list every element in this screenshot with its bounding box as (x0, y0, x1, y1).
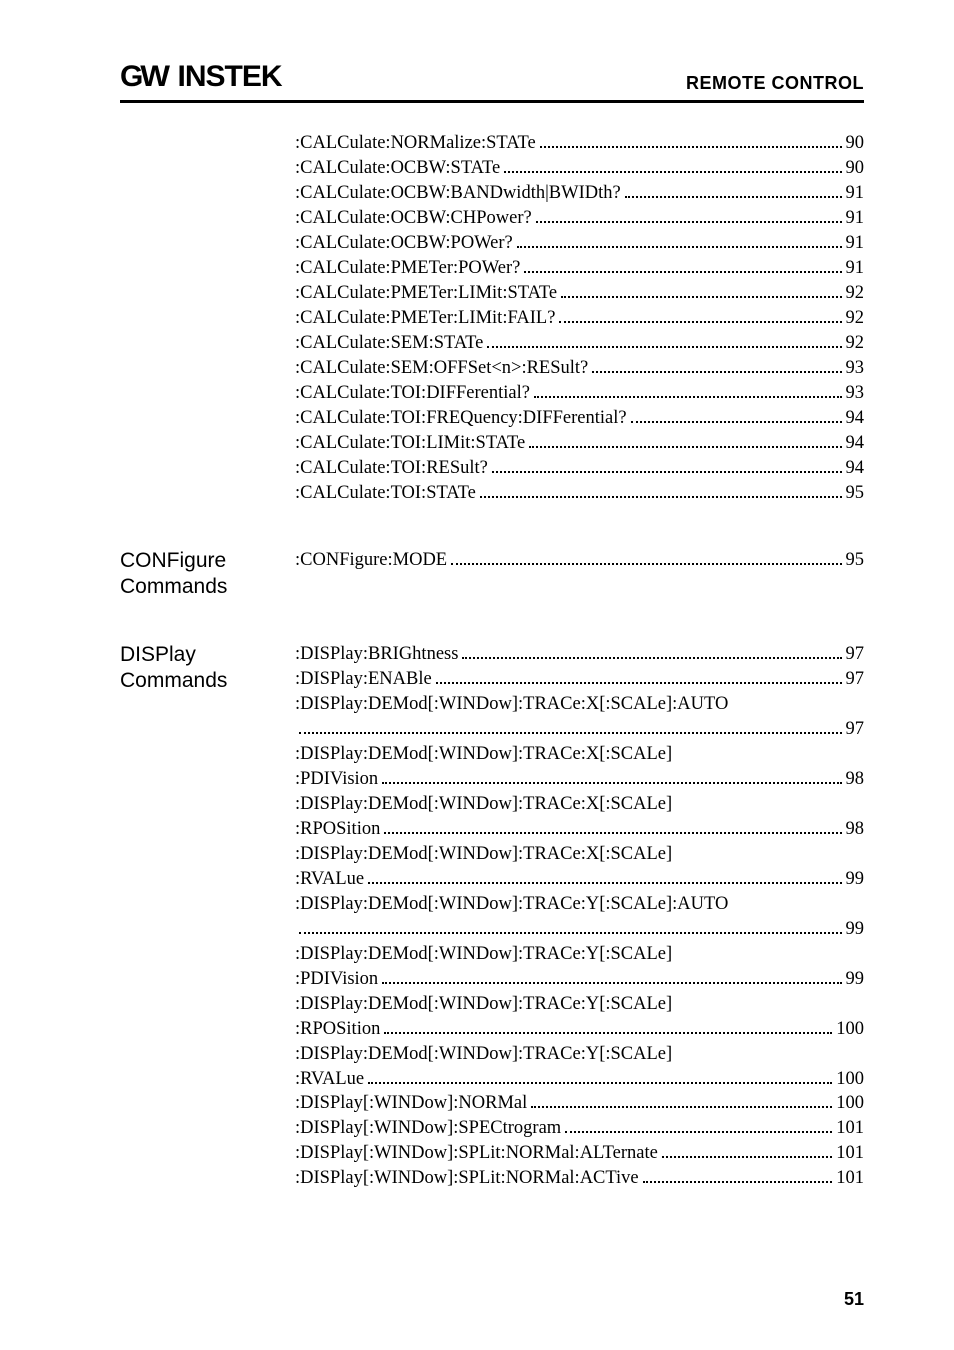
toc-entry-cont: :RVALue100 (295, 1067, 864, 1092)
toc-entry: :DISPlay:DEMod[:WINDow]:TRACe:Y[:SCALe] (295, 992, 864, 1017)
page-number: 51 (844, 1289, 864, 1310)
toc-entry-dots: 99 (295, 917, 864, 942)
toc-entry: :CALCulate:TOI:DIFFerential?93 (295, 381, 864, 406)
toc-block: :CALCulate:NORMalize:STATe90:CALCulate:O… (120, 131, 864, 506)
toc-block: CONFigureCommands:CONFigure:MODE95 (120, 548, 864, 601)
toc-entry: :DISPlay:DEMod[:WINDow]:TRACe:X[:SCALe] (295, 742, 864, 767)
toc-entry-cont: :PDIVision98 (295, 767, 864, 792)
toc-entry-cont: :RPOSition98 (295, 817, 864, 842)
toc-entry: :DISPlay[:WINDow]:NORMal100 (295, 1091, 864, 1116)
toc-entry: :CALCulate:NORMalize:STATe90 (295, 131, 864, 156)
toc-entry: :CALCulate:OCBW:BANDwidth|BWIDth?91 (295, 181, 864, 206)
toc-entry: :CALCulate:TOI:RESult?94 (295, 456, 864, 481)
toc-entry: :CALCulate:TOI:LIMit:STATe94 (295, 431, 864, 456)
toc-entry: :DISPlay:ENABle97 (295, 667, 864, 692)
block-entries: :CALCulate:NORMalize:STATe90:CALCulate:O… (295, 131, 864, 506)
toc-entry: :CALCulate:OCBW:POWer?91 (295, 231, 864, 256)
block-entries: :DISPlay:BRIGhtness97:DISPlay:ENABle97:D… (295, 642, 864, 1191)
toc-entry: :CALCulate:SEM:OFFSet<n>:RESult?93 (295, 356, 864, 381)
toc-entry: :DISPlay:DEMod[:WINDow]:TRACe:X[:SCALe] (295, 792, 864, 817)
brand-logo: GW INSTEK (120, 60, 282, 94)
toc-entry: :DISPlay:DEMod[:WINDow]:TRACe:Y[:SCALe] (295, 1042, 864, 1067)
toc-entry: :DISPlay[:WINDow]:SPLit:NORMal:ACTive101 (295, 1166, 864, 1191)
toc-entry: :DISPlay[:WINDow]:SPLit:NORMal:ALTernate… (295, 1141, 864, 1166)
toc-block: DISPlayCommands:DISPlay:BRIGhtness97:DIS… (120, 642, 864, 1191)
section-title: REMOTE CONTROL (686, 73, 864, 94)
block-heading-col: DISPlayCommands (120, 642, 295, 1191)
toc-entry-cont: :RPOSition100 (295, 1017, 864, 1042)
toc-entry: :DISPlay:DEMod[:WINDow]:TRACe:Y[:SCALe]:… (295, 892, 864, 917)
toc-entry: :DISPlay:DEMod[:WINDow]:TRACe:X[:SCALe]:… (295, 692, 864, 717)
toc-entry: :CALCulate:PMETer:POWer?91 (295, 256, 864, 281)
toc-entry: :CALCulate:PMETer:LIMit:STATe92 (295, 281, 864, 306)
block-heading: CONFigureCommands (120, 548, 295, 601)
toc-entry: :CALCulate:SEM:STATe92 (295, 331, 864, 356)
toc-entry-cont: :RVALue99 (295, 867, 864, 892)
toc-content: :CALCulate:NORMalize:STATe90:CALCulate:O… (120, 131, 864, 1233)
block-entries: :CONFigure:MODE95 (295, 548, 864, 601)
toc-entry: :CALCulate:TOI:FREQuency:DIFFerential?94 (295, 406, 864, 431)
toc-entry: :CALCulate:PMETer:LIMit:FAIL?92 (295, 306, 864, 331)
toc-entry: :DISPlay:DEMod[:WINDow]:TRACe:Y[:SCALe] (295, 942, 864, 967)
toc-entry: :CALCulate:OCBW:STATe90 (295, 156, 864, 181)
block-heading: DISPlayCommands (120, 642, 295, 695)
toc-entry: :DISPlay:BRIGhtness97 (295, 642, 864, 667)
toc-entry: :CONFigure:MODE95 (295, 548, 864, 573)
toc-entry: :DISPlay:DEMod[:WINDow]:TRACe:X[:SCALe] (295, 842, 864, 867)
toc-entry: :CALCulate:TOI:STATe95 (295, 481, 864, 506)
toc-entry: :CALCulate:OCBW:CHPower?91 (295, 206, 864, 231)
block-heading-col (120, 131, 295, 506)
toc-entry-dots: 97 (295, 717, 864, 742)
toc-entry: :DISPlay[:WINDow]:SPECtrogram101 (295, 1116, 864, 1141)
block-heading-col: CONFigureCommands (120, 548, 295, 601)
toc-entry-cont: :PDIVision99 (295, 967, 864, 992)
page-header: GW INSTEK REMOTE CONTROL (120, 60, 864, 103)
